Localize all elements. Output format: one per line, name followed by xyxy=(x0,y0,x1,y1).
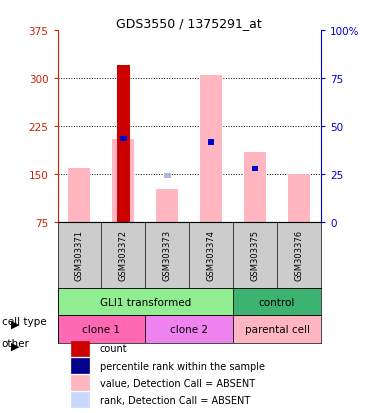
Bar xyxy=(70,358,89,373)
Bar xyxy=(70,375,89,390)
Bar xyxy=(164,173,171,178)
Text: GSM303372: GSM303372 xyxy=(119,230,128,280)
Text: rank, Detection Call = ABSENT: rank, Detection Call = ABSENT xyxy=(100,395,250,405)
Bar xyxy=(58,288,233,316)
Text: percentile rank within the sample: percentile rank within the sample xyxy=(100,361,265,370)
Text: GLI1 transformed: GLI1 transformed xyxy=(100,297,191,307)
Text: ▶: ▶ xyxy=(11,319,20,329)
Text: control: control xyxy=(259,297,295,307)
Bar xyxy=(70,342,89,356)
Title: GDS3550 / 1375291_at: GDS3550 / 1375291_at xyxy=(116,17,262,30)
Text: GSM303371: GSM303371 xyxy=(75,230,84,280)
Bar xyxy=(117,66,130,223)
Text: clone 1: clone 1 xyxy=(82,325,121,335)
Text: GSM303373: GSM303373 xyxy=(163,230,172,281)
Bar xyxy=(70,392,89,407)
Bar xyxy=(208,140,214,145)
Bar xyxy=(200,76,222,223)
Bar xyxy=(233,316,321,343)
Bar xyxy=(58,316,145,343)
Bar xyxy=(69,168,91,223)
Text: cell type: cell type xyxy=(2,316,46,326)
Text: ▶: ▶ xyxy=(11,341,20,351)
Text: parental cell: parental cell xyxy=(244,325,309,335)
Bar xyxy=(252,167,258,172)
Text: value, Detection Call = ABSENT: value, Detection Call = ABSENT xyxy=(100,377,255,388)
Text: GSM303376: GSM303376 xyxy=(295,230,303,281)
Text: count: count xyxy=(100,344,127,354)
Bar xyxy=(244,152,266,223)
Bar xyxy=(233,288,321,316)
Bar xyxy=(120,137,127,142)
Bar xyxy=(288,175,310,223)
Text: GSM303374: GSM303374 xyxy=(207,230,216,280)
Text: other: other xyxy=(2,339,30,349)
Text: GSM303375: GSM303375 xyxy=(250,230,260,280)
Text: clone 2: clone 2 xyxy=(170,325,208,335)
Bar xyxy=(156,189,178,223)
Bar xyxy=(145,316,233,343)
Bar xyxy=(112,140,134,223)
